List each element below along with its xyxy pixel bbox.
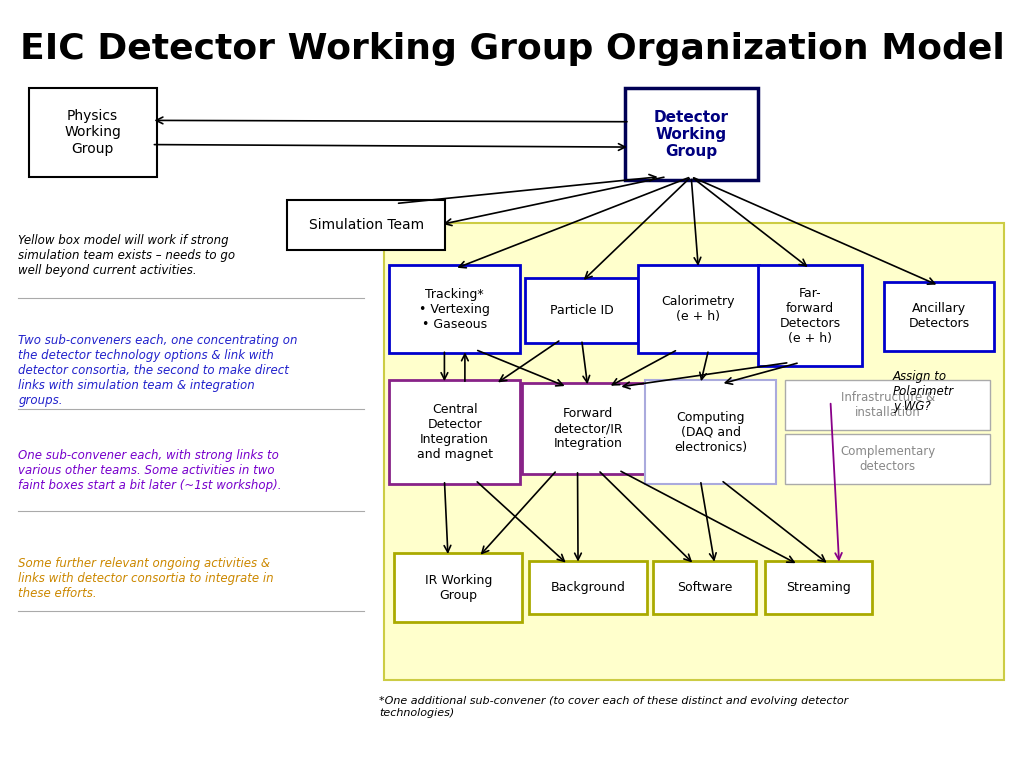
- Text: Physics
Working
Group: Physics Working Group: [65, 109, 121, 156]
- FancyBboxPatch shape: [389, 265, 520, 353]
- FancyBboxPatch shape: [884, 282, 994, 351]
- FancyBboxPatch shape: [638, 265, 759, 353]
- Text: Simulation Team: Simulation Team: [308, 217, 424, 232]
- Text: Computing
(DAQ and
electronics): Computing (DAQ and electronics): [674, 411, 748, 453]
- Text: Yellow box model will work if strong
simulation team exists – needs to go
well b: Yellow box model will work if strong sim…: [18, 234, 236, 277]
- FancyBboxPatch shape: [394, 553, 522, 622]
- FancyBboxPatch shape: [645, 380, 776, 484]
- FancyBboxPatch shape: [785, 434, 990, 484]
- Text: Ancillary
Detectors: Ancillary Detectors: [908, 303, 970, 330]
- Text: Background: Background: [551, 581, 626, 594]
- FancyBboxPatch shape: [29, 88, 157, 177]
- Text: IR Working
Group: IR Working Group: [425, 574, 492, 601]
- FancyBboxPatch shape: [287, 200, 445, 250]
- FancyBboxPatch shape: [785, 380, 990, 430]
- FancyBboxPatch shape: [525, 278, 638, 343]
- Text: Central
Detector
Integration
and magnet: Central Detector Integration and magnet: [417, 403, 493, 461]
- Text: Calorimetry
(e + h): Calorimetry (e + h): [662, 295, 735, 323]
- FancyBboxPatch shape: [389, 380, 520, 484]
- Text: One sub-convener each, with strong links to
various other teams. Some activities: One sub-convener each, with strong links…: [18, 449, 282, 492]
- Text: Software: Software: [677, 581, 732, 594]
- Text: EIC Detector Working Group Organization Model: EIC Detector Working Group Organization …: [19, 32, 1005, 66]
- Text: Forward
detector/IR
Integration: Forward detector/IR Integration: [553, 407, 623, 450]
- Text: Particle ID: Particle ID: [550, 304, 613, 317]
- Text: Complementary
detectors: Complementary detectors: [840, 445, 936, 473]
- Text: Some further relevant ongoing activities &
links with detector consortia to inte: Some further relevant ongoing activities…: [18, 557, 274, 600]
- Text: *One additional sub-convener (to cover each of these distinct and evolving detec: *One additional sub-convener (to cover e…: [379, 697, 848, 718]
- FancyBboxPatch shape: [765, 561, 872, 614]
- Text: Detector
Working
Group: Detector Working Group: [653, 110, 729, 159]
- Text: Far-
forward
Detectors
(e + h): Far- forward Detectors (e + h): [779, 286, 841, 345]
- FancyBboxPatch shape: [529, 561, 647, 614]
- FancyBboxPatch shape: [522, 383, 653, 474]
- Text: Assign to
Polarimetr
y WG?: Assign to Polarimetr y WG?: [893, 370, 954, 413]
- FancyBboxPatch shape: [653, 561, 756, 614]
- FancyBboxPatch shape: [758, 265, 862, 366]
- FancyBboxPatch shape: [625, 88, 758, 180]
- FancyBboxPatch shape: [384, 223, 1004, 680]
- Text: Streaming: Streaming: [786, 581, 851, 594]
- Text: Tracking*
• Vertexing
• Gaseous: Tracking* • Vertexing • Gaseous: [419, 288, 490, 330]
- Text: Two sub-conveners each, one concentrating on
the detector technology options & l: Two sub-conveners each, one concentratin…: [18, 334, 298, 407]
- Text: Infrastructure &
installation: Infrastructure & installation: [841, 391, 935, 419]
